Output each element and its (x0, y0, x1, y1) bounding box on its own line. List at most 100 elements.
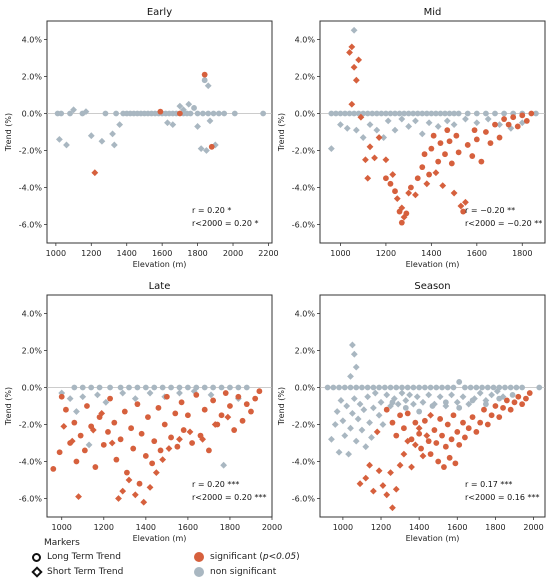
non-significant-circle-point (467, 384, 474, 391)
non-significant-circle-point (450, 384, 457, 391)
non-significant-diamond-point (220, 461, 228, 469)
plot-frame (319, 294, 546, 518)
significant-diamond-point (408, 463, 415, 471)
non-significant-circle-point (210, 110, 217, 117)
y-axis-label: Trend (%) (277, 387, 286, 426)
x-tick-label: 1800 (220, 523, 240, 532)
non-significant-diamond-point (347, 373, 354, 380)
significant-circle-point (161, 421, 168, 428)
significant-diamond-point (75, 493, 82, 501)
non-significant-circle-point (159, 384, 166, 391)
non-significant-circle-point (414, 110, 421, 117)
legend: Markers Long Term Trend Short Term Trend… (0, 536, 550, 588)
significant-diamond-point (350, 63, 358, 71)
non-significant-circle-point (402, 404, 409, 411)
non-significant-circle-point (142, 384, 149, 391)
x-tick-label: 1000 (330, 249, 350, 258)
significant-circle-point (514, 123, 521, 130)
stat-label: r = 0.17 *** (465, 480, 512, 489)
non-significant-diamond-point (352, 437, 360, 445)
non-significant-circle-point (88, 384, 95, 391)
non-significant-diamond-point (116, 121, 124, 128)
non-significant-diamond-point (359, 134, 367, 141)
significant-diamond-point (91, 169, 99, 177)
non-significant-diamond-point (425, 391, 433, 399)
significant-circle-point (124, 469, 130, 476)
significant-circle-point (107, 395, 113, 402)
significant-diamond-point (450, 189, 458, 197)
x-axis-label: Elevation (m) (133, 534, 187, 543)
significant-circle-point (248, 408, 254, 415)
non-significant-diamond-point (377, 398, 385, 406)
significant-circle-point (496, 414, 503, 420)
significant-circle-point (477, 419, 484, 426)
non-significant-diamond-point (119, 389, 127, 397)
non-significant-circle-point (184, 384, 191, 391)
non-significant-circle-point (473, 110, 480, 117)
diamond-marker-icon (31, 566, 43, 578)
legend-long-term-label: Long Term Trend (47, 552, 121, 562)
significant-diamond-point (68, 437, 76, 445)
non-significant-diamond-point (436, 393, 444, 401)
x-tick-label: 1600 (178, 523, 198, 532)
non-significant-diamond-point (203, 147, 210, 154)
significant-diamond-point (366, 143, 374, 151)
non-significant-circle-point (416, 408, 423, 415)
significant-circle-point (227, 403, 233, 409)
non-significant-circle-point (464, 110, 471, 117)
non-significant-circle-point (333, 110, 339, 117)
non-significant-circle-point (210, 384, 217, 391)
significant-circle-point (383, 406, 390, 413)
significant-circle-point (435, 458, 442, 465)
legend-significant-p: p<0.05 (262, 552, 297, 562)
non-significant-circle-point (187, 110, 194, 117)
significant-circle-point (487, 140, 494, 147)
significant-circle-point (437, 416, 444, 422)
significant-circle-point (465, 425, 472, 432)
panel-title: Late (149, 281, 171, 292)
significant-circle-point (92, 464, 99, 470)
significant-diamond-point (152, 469, 160, 476)
non-significant-diamond-point (343, 402, 351, 410)
non-significant-circle-point (353, 384, 360, 391)
non-significant-circle-point (342, 110, 348, 117)
y-tick-label: 2.0% (22, 73, 43, 82)
legend-significant-prefix: significant ( (210, 552, 263, 562)
significant-circle-point (471, 127, 478, 134)
non-significant-diamond-point (347, 424, 354, 432)
non-significant-circle-point (194, 110, 201, 117)
non-significant-circle-point (221, 110, 228, 117)
non-significant-circle-point (387, 110, 394, 117)
non-significant-diamond-point (413, 393, 421, 401)
x-tick-label: 1200 (371, 523, 391, 532)
significant-circle-point (149, 460, 156, 467)
non-significant-circle-point (490, 384, 497, 391)
non-significant-diamond-point (207, 391, 215, 399)
significant-diamond-point (405, 189, 413, 197)
significant-circle-point (105, 429, 111, 435)
significant-diamond-point (398, 204, 406, 212)
significant-diamond-point (355, 56, 363, 64)
non-significant-circle-point (427, 384, 434, 391)
panel-early: Early -6.0% -4.0% -2.0% 0.0% 2.0% 4.0% 1000 1200… (4, 7, 279, 269)
significant-diamond-point (375, 134, 383, 141)
non-significant-circle-point (513, 384, 520, 391)
significant-circle-point (151, 438, 158, 445)
significant-circle-point (189, 440, 195, 446)
significant-diamond-point (159, 456, 167, 464)
non-significant-diamond-point (343, 124, 351, 132)
legend-non-significant-label: non significant (210, 567, 277, 577)
x-axis-label: Elevation (m) (406, 534, 460, 543)
non-significant-diamond-point (333, 408, 341, 415)
significant-circle-point (400, 425, 407, 432)
non-significant-circle-point (376, 384, 383, 391)
significant-circle-point (464, 142, 471, 148)
non-significant-diamond-point (373, 126, 381, 134)
non-significant-diamond-point (448, 391, 455, 399)
non-significant-circle-point (469, 397, 476, 404)
significant-diamond-point (462, 198, 469, 206)
non-significant-diamond-point (349, 341, 356, 349)
non-significant-diamond-point (211, 141, 219, 149)
non-significant-circle-point (227, 384, 233, 391)
panel-mid: Mid -6.0% -4.0% -2.0% 0.0% 2.0% 4.0% 1000 1200 14… (277, 7, 546, 269)
